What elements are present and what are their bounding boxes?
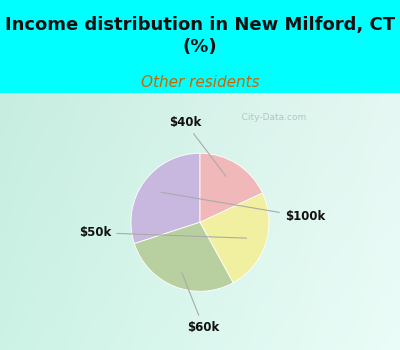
Wedge shape	[200, 193, 269, 283]
Wedge shape	[200, 153, 262, 222]
Wedge shape	[134, 222, 233, 291]
Text: $50k: $50k	[79, 226, 246, 239]
Text: $60k: $60k	[182, 273, 220, 334]
Text: $100k: $100k	[161, 192, 325, 223]
Text: $40k: $40k	[169, 116, 226, 176]
Wedge shape	[131, 153, 200, 244]
Text: Other residents: Other residents	[141, 75, 259, 90]
Text: Income distribution in New Milford, CT
(%): Income distribution in New Milford, CT (…	[5, 16, 395, 56]
Text: City-Data.com: City-Data.com	[233, 113, 306, 122]
